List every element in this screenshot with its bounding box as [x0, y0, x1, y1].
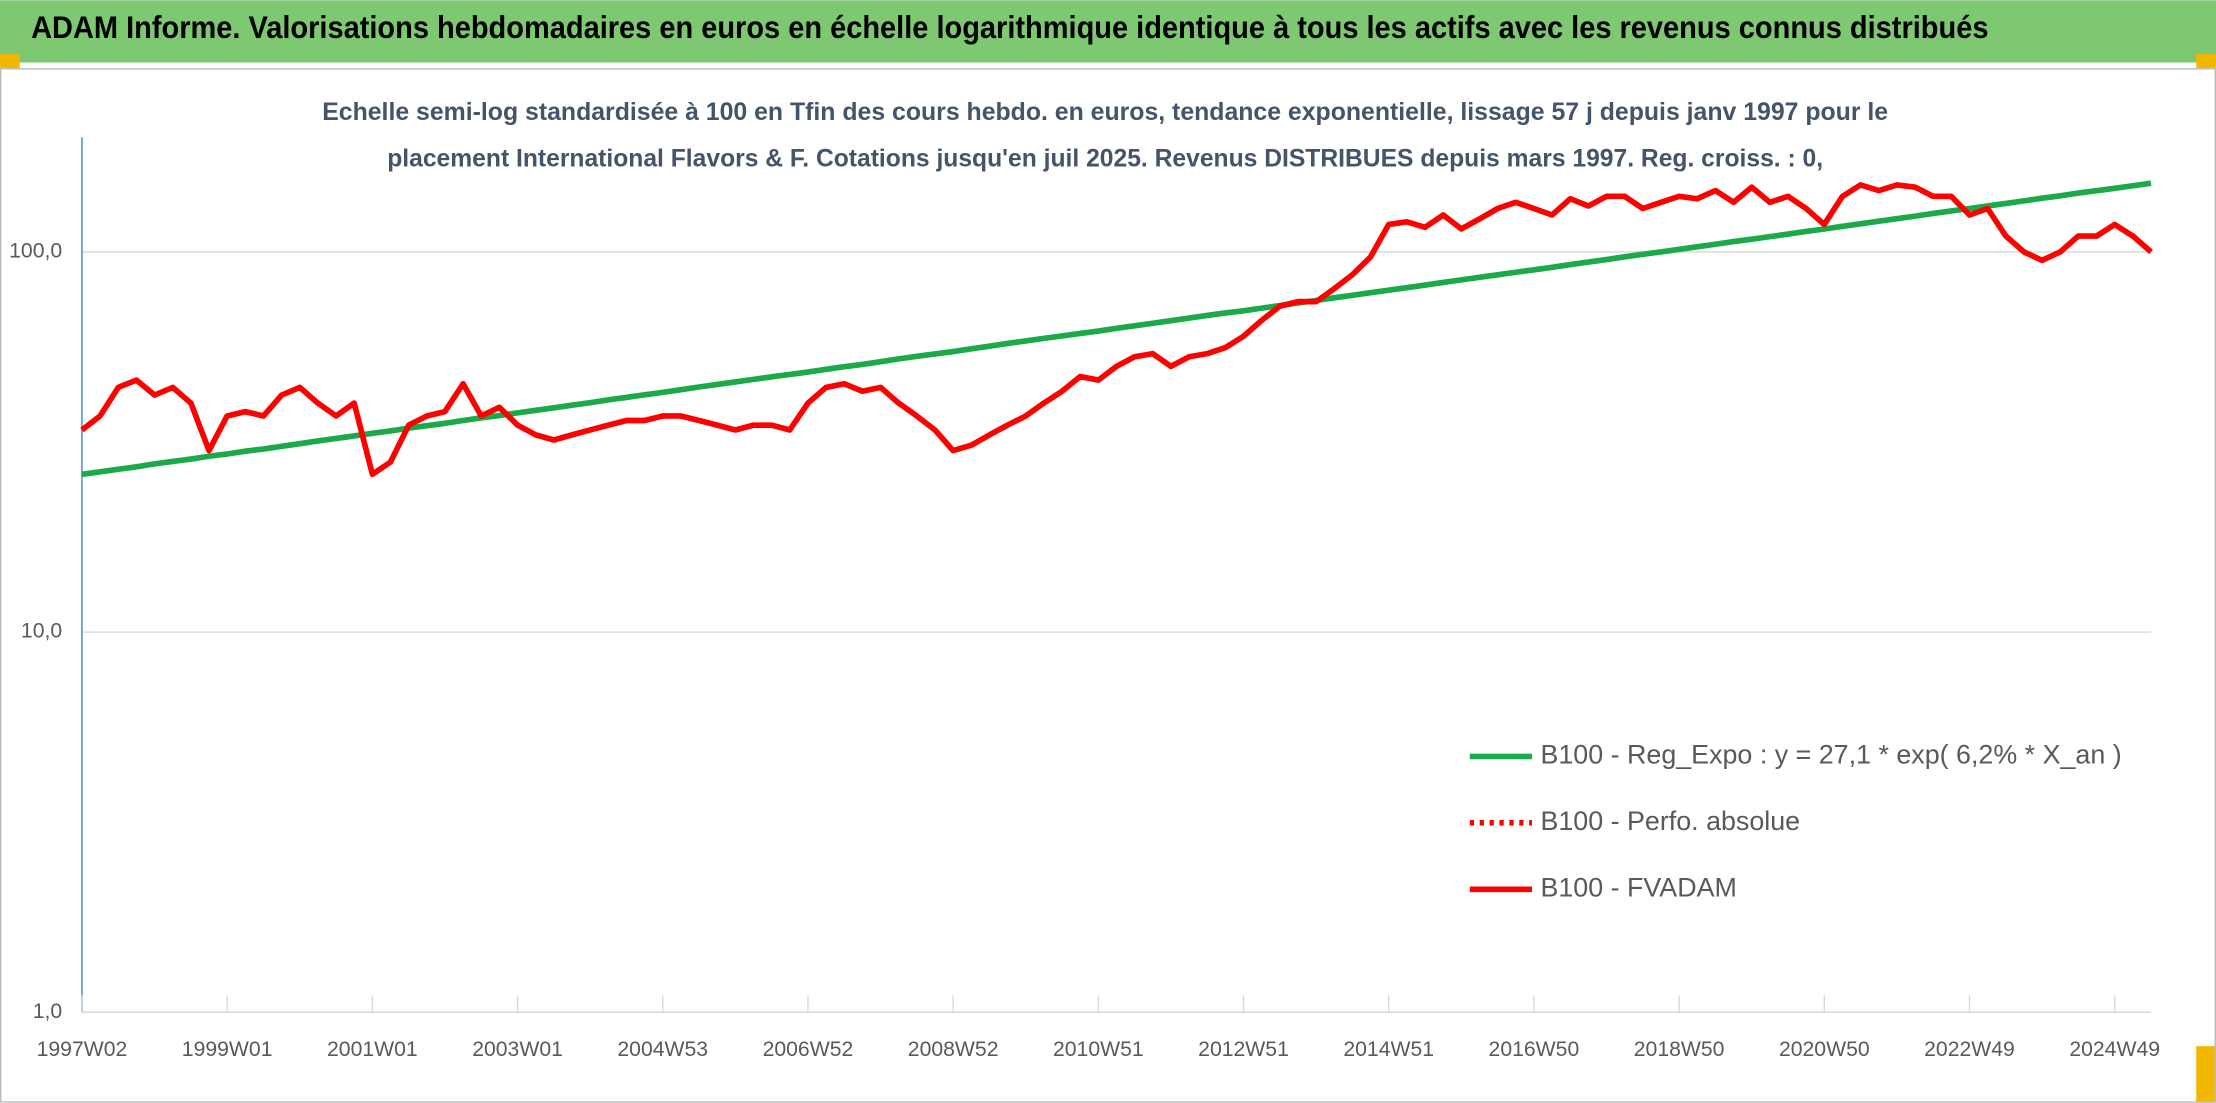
corner: [0, 54, 20, 69]
legend-label: B100 - FVADAM: [1540, 872, 1736, 902]
x-tick-label: 2024W49: [2069, 1038, 2160, 1061]
y-tick-label: 100,0: [9, 239, 62, 262]
y-tick-label: 1,0: [33, 1000, 62, 1023]
chart-title: ADAM Informe. Valorisations hebdomadaire…: [31, 10, 1988, 45]
x-tick-label: 2018W50: [1634, 1038, 1725, 1061]
x-tick-label: 2022W49: [1924, 1038, 2015, 1061]
legend-label: B100 - Reg_Expo : y = 27,1 * exp( 6,2% *…: [1540, 740, 2121, 770]
x-tick-label: 2006W52: [763, 1038, 854, 1061]
frame: [0, 68, 2216, 1103]
x-tick-label: 1997W02: [37, 1038, 128, 1061]
series-line: [81, 180, 2152, 478]
x-tick-label: 1999W01: [182, 1038, 273, 1061]
subtitle: placement International Flavors & F. Cot…: [387, 145, 1823, 173]
x-tick-label: 2004W53: [617, 1038, 708, 1061]
x-tick-label: 2014W51: [1343, 1038, 1434, 1061]
y-tick-label: 10,0: [21, 620, 62, 643]
x-tick-label: 2020W50: [1779, 1038, 1870, 1061]
series-line: [80, 182, 2153, 478]
title-band: [0, 0, 2216, 63]
x-tick-label: 2003W01: [472, 1038, 563, 1061]
corner: [2196, 54, 2216, 69]
corner: [2196, 1046, 2216, 1103]
x-tick-label: 2008W52: [908, 1038, 999, 1061]
x-tick-label: 2016W50: [1489, 1038, 1580, 1061]
subtitle: Echelle semi-log standardisée à 100 en T…: [322, 98, 1888, 126]
x-tick-label: 2012W51: [1198, 1038, 1289, 1061]
legend-label: B100 - Perfo. absolue: [1540, 806, 1800, 836]
x-tick-label: 2010W51: [1053, 1038, 1144, 1061]
x-tick-label: 2001W01: [327, 1038, 418, 1061]
